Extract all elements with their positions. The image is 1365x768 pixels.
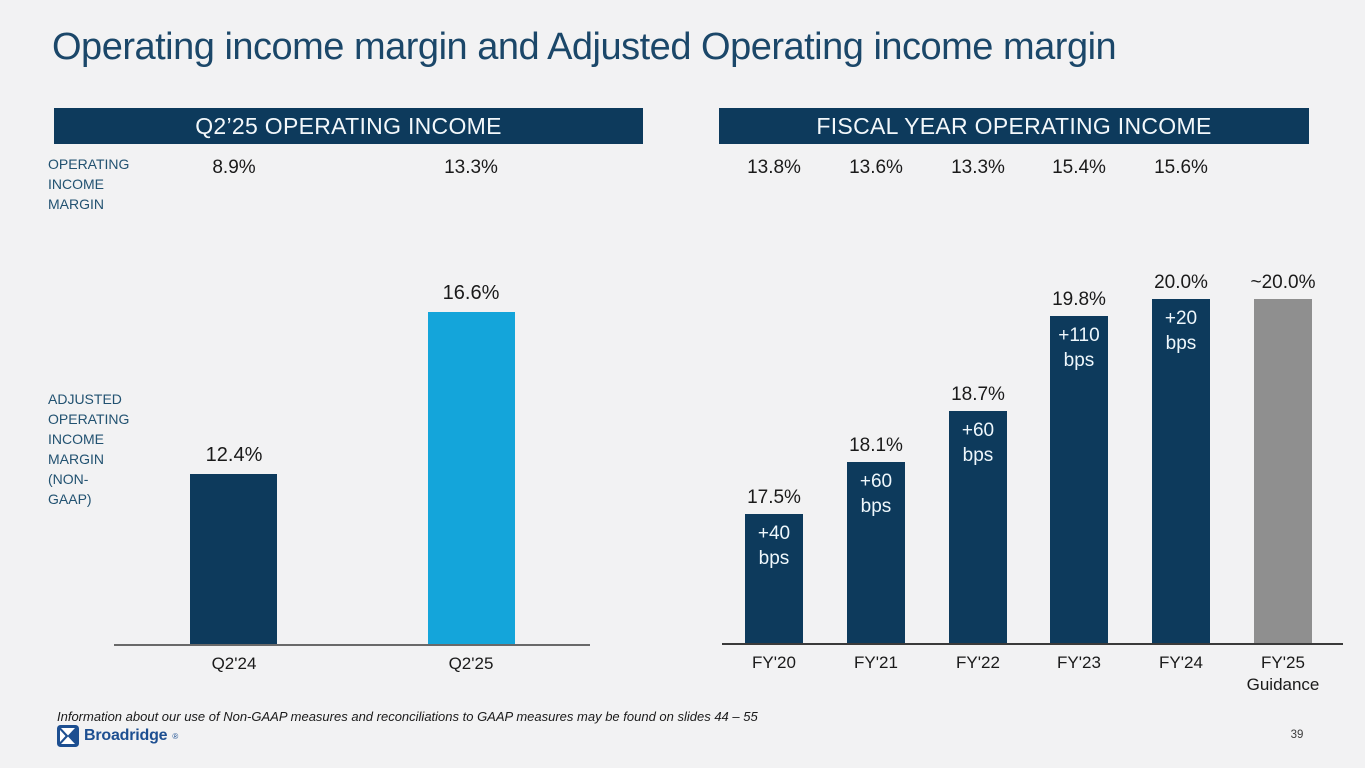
- bar-FY'23: [1050, 316, 1108, 643]
- x-axis-label: FY'21: [854, 653, 898, 672]
- bps-annotation: +20 bps: [1164, 308, 1198, 354]
- x-axis-line: [722, 643, 1343, 645]
- margin-value: 13.3%: [444, 157, 498, 178]
- bar-value-label: 18.1%: [849, 435, 903, 456]
- bar-value-label: 16.6%: [442, 282, 500, 304]
- bar-FY'21: [847, 462, 905, 643]
- margin-value: 13.8%: [747, 157, 801, 178]
- bar-value-label: 19.8%: [1052, 289, 1106, 310]
- margin-value: 13.3%: [951, 157, 1005, 178]
- bar-value-label: 20.0%: [1154, 272, 1208, 293]
- q2-section-header: Q2’25 OPERATING INCOME: [54, 108, 643, 144]
- non-gaap-footnote: Information about our use of Non-GAAP me…: [57, 709, 758, 724]
- bar-value-label: 18.7%: [951, 384, 1005, 405]
- bar-FY'20: [745, 514, 803, 643]
- bar-Q2'25: [428, 312, 515, 644]
- bps-annotation: +60 bps: [961, 420, 995, 466]
- fiscal-year-section-header: FISCAL YEAR OPERATING INCOME: [719, 108, 1309, 144]
- x-axis-label: Q2'24: [211, 654, 257, 673]
- x-axis-line: [114, 644, 590, 646]
- broadridge-wordmark: Broadridge: [84, 727, 168, 744]
- adjusted-operating-income-margin-label: ADJUSTED OPERATING INCOME MARGIN (NON- G…: [48, 391, 130, 507]
- bar-FY'22: [949, 411, 1007, 643]
- bps-annotation: +40 bps: [757, 523, 791, 569]
- bar-value-label: 17.5%: [747, 487, 801, 508]
- broadridge-logo: Broadridge ®: [57, 724, 178, 748]
- broadridge-logo-icon: [57, 725, 79, 747]
- x-axis-label: FY'24: [1159, 653, 1203, 672]
- margin-value: 13.6%: [849, 157, 903, 178]
- page-number: 39: [1290, 729, 1304, 741]
- operating-income-margin-label: OPERATING INCOME MARGIN: [48, 156, 130, 212]
- margin-value: 8.9%: [212, 157, 256, 178]
- bar-value-label: ~20.0%: [1250, 272, 1316, 293]
- registered-mark: ®: [172, 731, 179, 741]
- x-axis-label: Q2'25: [448, 654, 494, 673]
- x-axis-label: FY'20: [752, 653, 796, 672]
- bps-annotation: +110 bps: [1058, 325, 1100, 371]
- margin-value: 15.4%: [1052, 157, 1106, 178]
- x-axis-label: FY'23: [1057, 653, 1101, 672]
- page-title: Operating income margin and Adjusted Ope…: [52, 26, 1117, 68]
- bar-FY'24: [1152, 299, 1210, 643]
- bar-value-label: 12.4%: [205, 444, 263, 466]
- bar-FY'25 Guidance: [1254, 299, 1312, 643]
- margin-value: 15.6%: [1154, 157, 1208, 178]
- bps-annotation: +60 bps: [859, 471, 893, 517]
- bar-Q2'24: [190, 474, 277, 644]
- x-axis-label: FY'22: [956, 653, 1000, 672]
- x-axis-label: FY'25 Guidance: [1246, 653, 1320, 694]
